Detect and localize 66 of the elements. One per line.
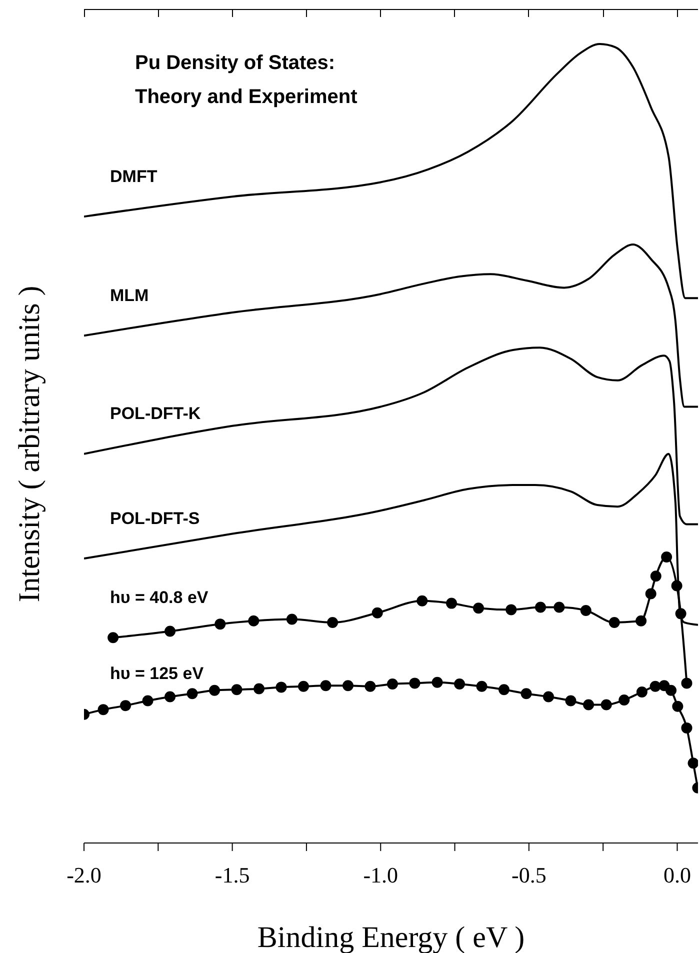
point [672,700,684,712]
point [580,604,592,616]
point [608,616,620,628]
point [520,688,532,700]
point [446,598,458,609]
series-label: hυ = 40.8 eV [110,588,208,608]
x-tick-label: 0.0 [663,862,691,888]
point [681,722,692,734]
point [142,695,154,706]
point [565,695,576,706]
point [254,683,265,694]
series-label: DMFT [110,166,158,187]
point [386,678,398,690]
point [583,699,594,710]
point [554,602,565,613]
x-tick-label: -2.0 [66,862,102,888]
text: Pu Density of States: Theory and Experiment [135,51,358,110]
point [231,684,242,696]
point [164,626,176,637]
point [108,632,119,644]
point [209,684,220,696]
point [650,570,662,582]
point [98,704,109,716]
point [342,680,354,692]
point [409,678,420,689]
series-label: POL-DFT-S [110,508,200,529]
series-label: MLM [110,286,149,306]
point [120,700,132,712]
point [454,678,466,690]
point [688,758,698,769]
series-label: hυ = 125 eV [110,664,204,684]
point [473,602,484,614]
y-axis-title: Intensity ( arbitrary units ) [13,285,47,602]
point [320,680,332,692]
point [661,551,672,562]
point [666,684,677,696]
point [506,604,517,616]
point [636,615,647,626]
point [372,607,383,618]
point [164,691,176,702]
point [298,680,309,692]
point [248,615,260,626]
point [327,616,338,628]
point [186,688,198,700]
x-tick-label: -1.5 [214,862,250,888]
point [214,618,226,630]
point [671,580,682,592]
point [636,686,648,698]
point [534,602,546,613]
point [600,699,612,710]
x-tick-label: -1.0 [363,862,398,888]
point [645,588,656,600]
series-label: POL-DFT-K [110,404,201,424]
x-tick-label: -0.5 [512,862,546,888]
point [476,680,488,692]
point [364,680,376,692]
point [276,682,287,693]
point [416,595,428,606]
point [618,694,630,706]
point [681,678,692,689]
point [432,676,443,688]
point [498,684,510,696]
point [650,680,661,692]
point [286,614,298,625]
point [543,691,554,702]
point [675,608,686,620]
